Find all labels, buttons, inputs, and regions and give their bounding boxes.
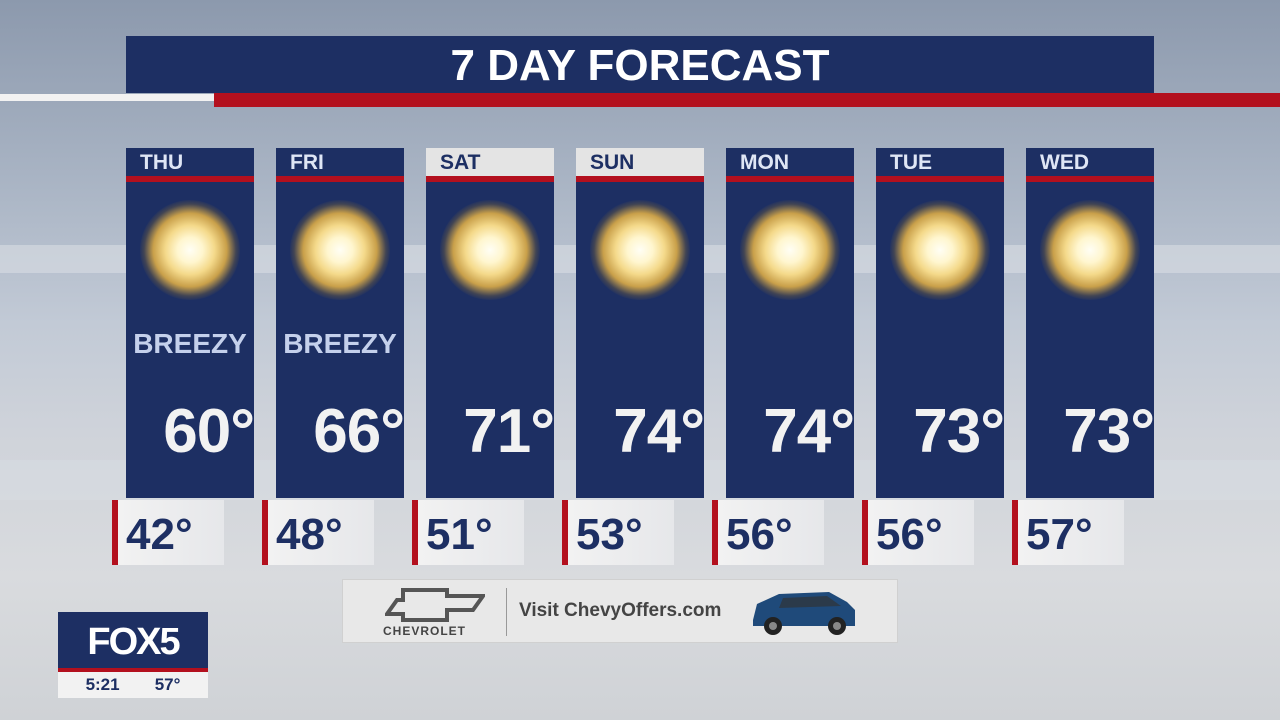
divider [726, 176, 854, 182]
low-temp: 48° [262, 500, 374, 565]
high-temp: 71° [463, 397, 555, 466]
condition-label: BREEZY [133, 328, 247, 359]
condition-label: BREEZY [283, 328, 397, 359]
day-column-mon: MON 74° [726, 148, 855, 498]
day-column-sun: SUN 74° [576, 148, 705, 498]
ad-brand: CHEVROLET [383, 624, 467, 638]
day-column-thu: THU BREEZY 60° [126, 148, 255, 498]
day-label: SAT [426, 148, 554, 176]
high-temp: 74° [763, 397, 855, 466]
day-column-tue: TUE 73° [876, 148, 1005, 498]
low-temp: 56° [862, 500, 974, 565]
day-column-wed: WED 73° [1026, 148, 1155, 498]
low-temp: 56° [712, 500, 824, 565]
low-temp: 53° [562, 500, 674, 565]
day-label: TUE [890, 151, 932, 174]
high-temp: 74° [613, 397, 705, 466]
divider [506, 588, 507, 636]
high-temp: 73° [1063, 397, 1155, 466]
sun-icon [440, 200, 540, 300]
divider [426, 176, 554, 182]
divider [126, 176, 254, 182]
high-temp: 66° [313, 397, 405, 466]
current-time: 5:21 [85, 675, 120, 694]
high-temp: 73° [913, 397, 1005, 466]
day-column-fri: FRI BREEZY 66° [276, 148, 405, 498]
day-column-sat: SAT 71° [426, 148, 555, 498]
divider [0, 94, 214, 101]
low-temp: 51° [412, 500, 524, 565]
chevrolet-bowtie-icon [385, 588, 485, 622]
low-temp: 57° [1012, 500, 1124, 565]
day-label: WED [1040, 151, 1089, 174]
fox5-logo: FOX5 5:21 57° [58, 612, 208, 698]
sun-icon [140, 200, 240, 300]
sun-icon [590, 200, 690, 300]
day-label: FRI [290, 151, 324, 174]
divider [214, 93, 1280, 107]
divider [876, 176, 1004, 182]
day-label: THU [140, 151, 184, 174]
divider [576, 176, 704, 182]
car-icon [753, 592, 855, 635]
sun-icon [1040, 200, 1140, 300]
sun-icon [740, 200, 840, 300]
day-label: MON [740, 151, 789, 174]
current-temp: 57° [154, 675, 181, 694]
divider [58, 668, 208, 672]
chevrolet-ad[interactable]: CHEVROLET Visit ChevyOffers.com [342, 579, 898, 643]
day-label: SUN [576, 148, 704, 176]
ad-text: Visit ChevyOffers.com [519, 600, 722, 621]
station-logo: FOX5 [58, 612, 208, 668]
sun-icon [890, 200, 990, 300]
page-title: 7 DAY FORECAST [126, 36, 1154, 93]
divider [1026, 176, 1154, 182]
sun-icon [290, 200, 390, 300]
low-temp: 42° [112, 500, 224, 565]
divider [276, 176, 404, 182]
high-temp: 60° [163, 397, 255, 466]
